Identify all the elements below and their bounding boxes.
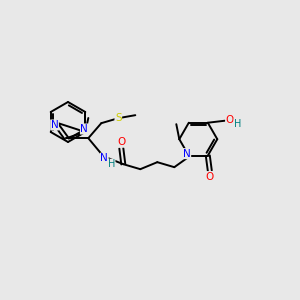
Text: O: O	[226, 115, 234, 125]
Text: N: N	[183, 148, 191, 159]
Text: N: N	[51, 120, 58, 130]
Text: S: S	[115, 113, 122, 123]
Text: H: H	[234, 119, 242, 129]
Text: N: N	[100, 153, 108, 163]
Text: O: O	[206, 172, 214, 182]
Text: O: O	[117, 137, 125, 147]
Text: H: H	[108, 159, 115, 169]
Text: N: N	[80, 124, 88, 134]
